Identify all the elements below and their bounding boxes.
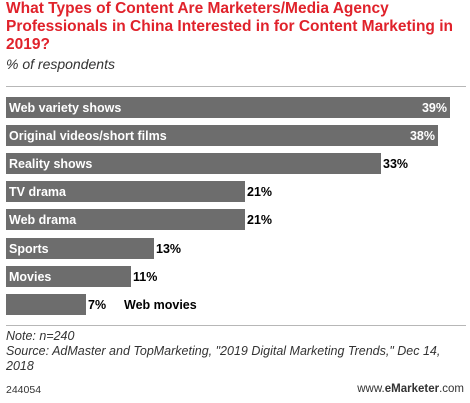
category-label-original-videos-short-films: Original videos/short films <box>9 129 167 143</box>
chart-notes: Note: n=240 Source: AdMaster and TopMark… <box>6 329 466 374</box>
bar-web-movies <box>6 294 86 315</box>
category-label-web-movies: Web movies <box>124 298 197 312</box>
brand-footer: www.eMarketer.com <box>357 383 464 395</box>
bar-reality-shows <box>6 153 381 174</box>
value-label-movies: 11% <box>133 270 157 284</box>
bar-original-videos-short-films <box>6 125 438 146</box>
category-label-web-variety-shows: Web variety shows <box>9 101 121 115</box>
bar-tv-drama <box>6 181 245 202</box>
bar-sports <box>6 238 154 259</box>
value-label-sports: 13% <box>156 242 181 256</box>
chart-id: 244054 <box>6 384 42 396</box>
bar-movies <box>6 266 131 287</box>
top-divider <box>6 86 466 87</box>
bar-web-drama <box>6 209 245 230</box>
value-label-tv-drama: 21% <box>247 185 272 199</box>
value-label-web-movies: 7% <box>88 298 106 312</box>
value-label-original-videos-short-films: 38% <box>410 129 435 143</box>
value-label-reality-shows: 33% <box>383 157 408 171</box>
bar-web-variety-shows <box>6 97 450 118</box>
bottom-divider <box>6 325 466 326</box>
brand-suffix: .com <box>439 383 464 395</box>
note-text: Note: n=240 <box>6 329 75 343</box>
chart-subtitle: % of respondents <box>6 56 115 72</box>
source-text: Source: AdMaster and TopMarketing, "2019… <box>6 344 441 373</box>
chart-title: What Types of Content Are Marketers/Medi… <box>6 0 453 53</box>
value-label-web-variety-shows: 39% <box>422 101 447 115</box>
category-label-tv-drama: TV drama <box>9 185 67 199</box>
category-label-web-drama: Web drama <box>9 213 77 227</box>
value-label-web-drama: 21% <box>247 213 272 227</box>
category-label-sports: Sports <box>9 242 49 256</box>
category-label-movies: Movies <box>9 270 51 284</box>
brand-prefix: www. <box>357 383 385 395</box>
brand-name: eMarketer <box>384 383 440 395</box>
category-label-reality-shows: Reality shows <box>9 157 92 171</box>
